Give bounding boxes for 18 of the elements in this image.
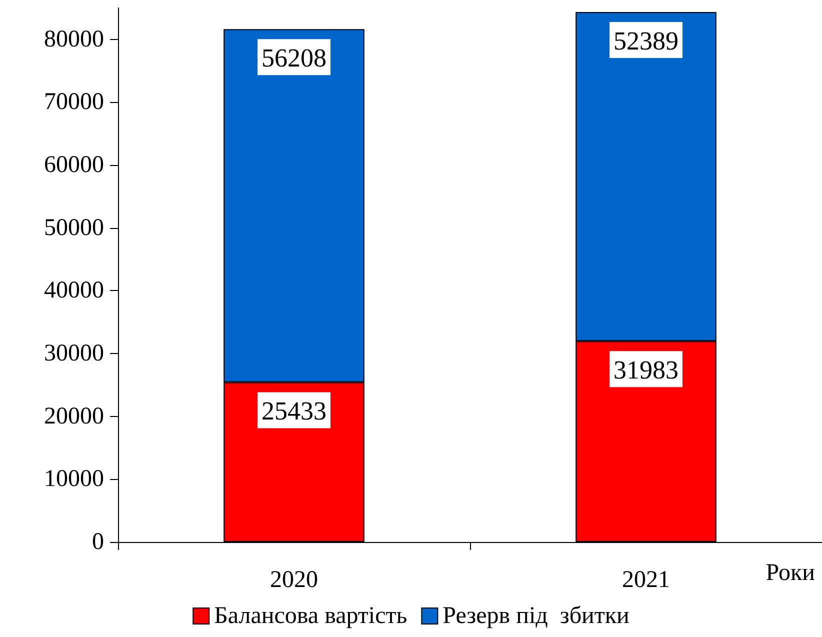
x-axis-title: Роки bbox=[766, 560, 816, 586]
x-tick-label: 2021 bbox=[622, 567, 670, 593]
y-tick-label: 50000 bbox=[44, 214, 104, 241]
y-tick-label: 60000 bbox=[44, 152, 104, 178]
y-tick-label: 0 bbox=[92, 529, 104, 555]
legend-label: Резерв під збитки bbox=[442, 603, 630, 629]
data-label: 31983 bbox=[614, 356, 678, 385]
y-tick-label: 70000 bbox=[44, 89, 104, 116]
data-label: 52389 bbox=[614, 26, 678, 56]
y-tick-label: 30000 bbox=[44, 340, 104, 367]
y-tick-label: 20000 bbox=[44, 403, 104, 430]
x-tick-label: 2020 bbox=[270, 567, 318, 593]
data-label: 25433 bbox=[262, 396, 326, 426]
y-tick-label: 80000 bbox=[44, 26, 104, 52]
legend-label: Балансова вартість bbox=[214, 603, 408, 629]
data-label: 56208 bbox=[262, 44, 326, 73]
y-tick-label: 40000 bbox=[44, 278, 104, 304]
y-tick-label: 10000 bbox=[44, 466, 104, 492]
